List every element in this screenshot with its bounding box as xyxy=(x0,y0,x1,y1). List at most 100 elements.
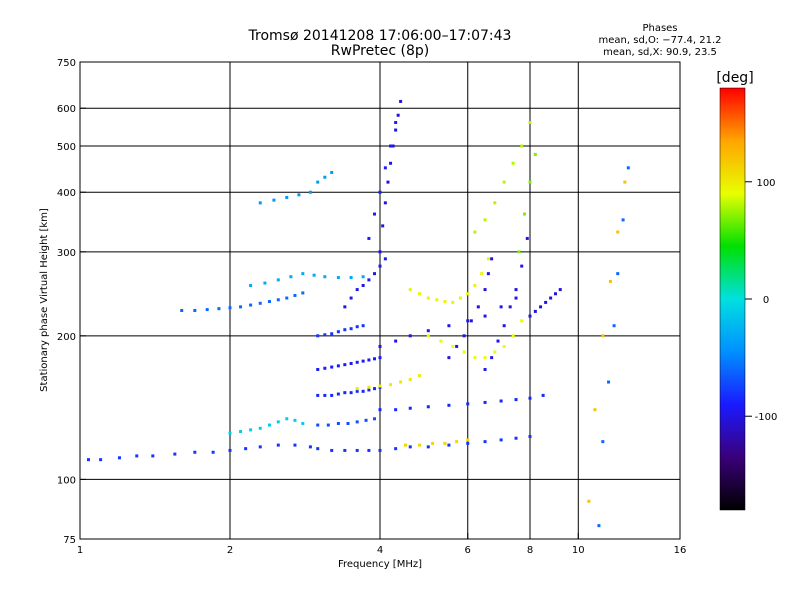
x-tick-label: 4 xyxy=(377,545,383,556)
data-point xyxy=(267,423,271,427)
x-tick-label: 1 xyxy=(77,545,83,556)
data-point xyxy=(367,358,371,362)
data-point xyxy=(391,144,395,148)
colorbar-label: [deg] xyxy=(716,70,753,86)
data-point xyxy=(316,367,320,371)
data-point xyxy=(316,393,320,397)
x-tick-label: 2 xyxy=(227,545,233,556)
data-point xyxy=(389,161,393,165)
data-point xyxy=(408,377,412,381)
data-point xyxy=(86,458,90,462)
data-point xyxy=(361,275,365,279)
data-point xyxy=(607,380,611,384)
data-point xyxy=(486,257,490,261)
data-point xyxy=(408,445,412,449)
data-point xyxy=(346,421,350,425)
data-point xyxy=(426,334,430,338)
x-tick-label: 8 xyxy=(527,545,533,556)
data-point xyxy=(447,443,451,447)
data-point xyxy=(151,454,155,458)
title-line2: RwPretec (8p) xyxy=(331,43,429,59)
data-point xyxy=(330,332,334,336)
data-point xyxy=(343,391,347,395)
data-point xyxy=(469,319,473,323)
data-point xyxy=(483,400,487,404)
data-point xyxy=(553,292,557,296)
data-point xyxy=(533,152,537,156)
x-tick-label: 16 xyxy=(674,545,687,556)
data-point xyxy=(293,418,297,422)
data-point xyxy=(316,334,320,338)
data-point xyxy=(336,421,340,425)
data-point xyxy=(330,393,334,397)
y-tick-label: 75 xyxy=(63,535,76,546)
data-point xyxy=(597,524,601,528)
data-point xyxy=(239,305,243,309)
data-point xyxy=(312,273,316,277)
colorbar-ticks: 100 0 -100 xyxy=(745,178,777,423)
data-point xyxy=(373,417,377,421)
colorbar-tick-label: 0 xyxy=(763,295,769,306)
data-point xyxy=(451,300,455,304)
data-point xyxy=(336,364,340,368)
data-point xyxy=(258,301,262,305)
data-point xyxy=(601,334,605,338)
data-point xyxy=(336,276,340,280)
data-point xyxy=(173,452,177,456)
data-point xyxy=(383,257,387,261)
data-point xyxy=(435,298,439,302)
data-point xyxy=(343,448,347,452)
data-point xyxy=(343,328,347,332)
data-point xyxy=(514,288,518,292)
x-axis-label: Frequency [MHz] xyxy=(338,559,422,570)
data-point xyxy=(394,121,398,125)
data-point xyxy=(217,307,221,311)
data-point xyxy=(528,396,532,400)
data-point xyxy=(378,264,382,268)
phases-header: Phases xyxy=(642,23,677,34)
y-tick-label: 500 xyxy=(57,142,76,153)
colorbar-tick-label: -100 xyxy=(755,412,778,423)
data-point xyxy=(364,418,368,422)
data-point xyxy=(443,441,447,445)
data-point xyxy=(389,383,393,387)
data-point xyxy=(378,190,382,194)
data-point xyxy=(426,445,430,449)
data-point xyxy=(316,180,320,184)
data-point xyxy=(483,288,487,292)
data-point xyxy=(455,440,459,444)
data-point xyxy=(473,283,477,287)
data-points xyxy=(86,99,630,528)
data-point xyxy=(483,356,487,360)
data-point xyxy=(626,166,630,170)
data-point xyxy=(373,357,377,361)
data-point xyxy=(447,403,451,407)
data-point xyxy=(276,420,280,424)
data-point xyxy=(447,324,451,328)
data-point xyxy=(276,278,280,282)
data-point xyxy=(483,218,487,222)
data-point xyxy=(612,324,616,328)
data-point xyxy=(483,367,487,371)
data-point xyxy=(587,499,591,503)
data-point xyxy=(528,180,532,184)
data-point xyxy=(502,344,506,348)
phases-line-x: mean, sd,X: 90.9, 23.5 xyxy=(603,47,717,58)
data-point xyxy=(502,180,506,184)
data-point xyxy=(373,387,377,391)
data-point xyxy=(293,293,297,297)
data-point xyxy=(367,278,371,282)
x-tick-label: 6 xyxy=(465,545,471,556)
data-point xyxy=(336,392,340,396)
data-point xyxy=(616,230,620,234)
data-point xyxy=(330,170,334,174)
phases-line-o: mean, sd,O: −77.4, 21.2 xyxy=(599,35,722,46)
data-point xyxy=(493,350,497,354)
data-point xyxy=(343,305,347,309)
plot-area: 1 2 4 6 8 10 16 75 100 200 300 400 500 600 750 xyxy=(57,58,686,556)
data-point xyxy=(301,421,305,425)
data-point xyxy=(544,300,548,304)
data-point xyxy=(517,250,521,254)
data-point xyxy=(355,325,359,329)
